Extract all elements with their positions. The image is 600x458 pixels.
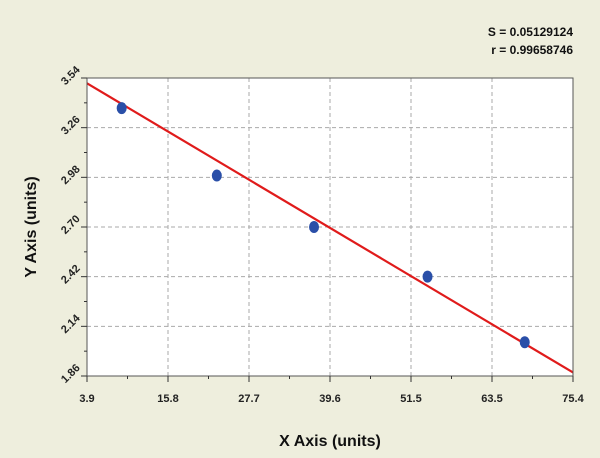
x-tick-label: 27.7 (238, 393, 259, 405)
x-tick-label: 75.4 (562, 393, 584, 405)
data-point (422, 270, 433, 283)
data-point (211, 169, 222, 182)
fit-line-group (86, 82, 574, 374)
data-point (519, 336, 530, 349)
x-tick-label: 15.8 (157, 393, 178, 405)
x-tick-label: 39.6 (319, 393, 340, 405)
x-tick-label: 51.5 (400, 393, 421, 405)
data-point (309, 221, 320, 233)
x-axis-ticks: 3.9 15.8 27.7 39.6 51.5 63.5 75.4 (79, 376, 585, 405)
y-axis-title: Y Axis (units) (23, 176, 40, 277)
x-tick-label: 63.5 (481, 393, 502, 405)
fit-line (86, 82, 574, 374)
data-points (116, 102, 530, 349)
stat-r-value: r = 0.99658746 (491, 43, 573, 57)
stat-s-value: S = 0.05129124 (488, 25, 573, 39)
x-axis-title: X Axis (units) (279, 433, 381, 450)
x-tick-label: 3.9 (79, 393, 94, 405)
data-point (116, 102, 127, 115)
